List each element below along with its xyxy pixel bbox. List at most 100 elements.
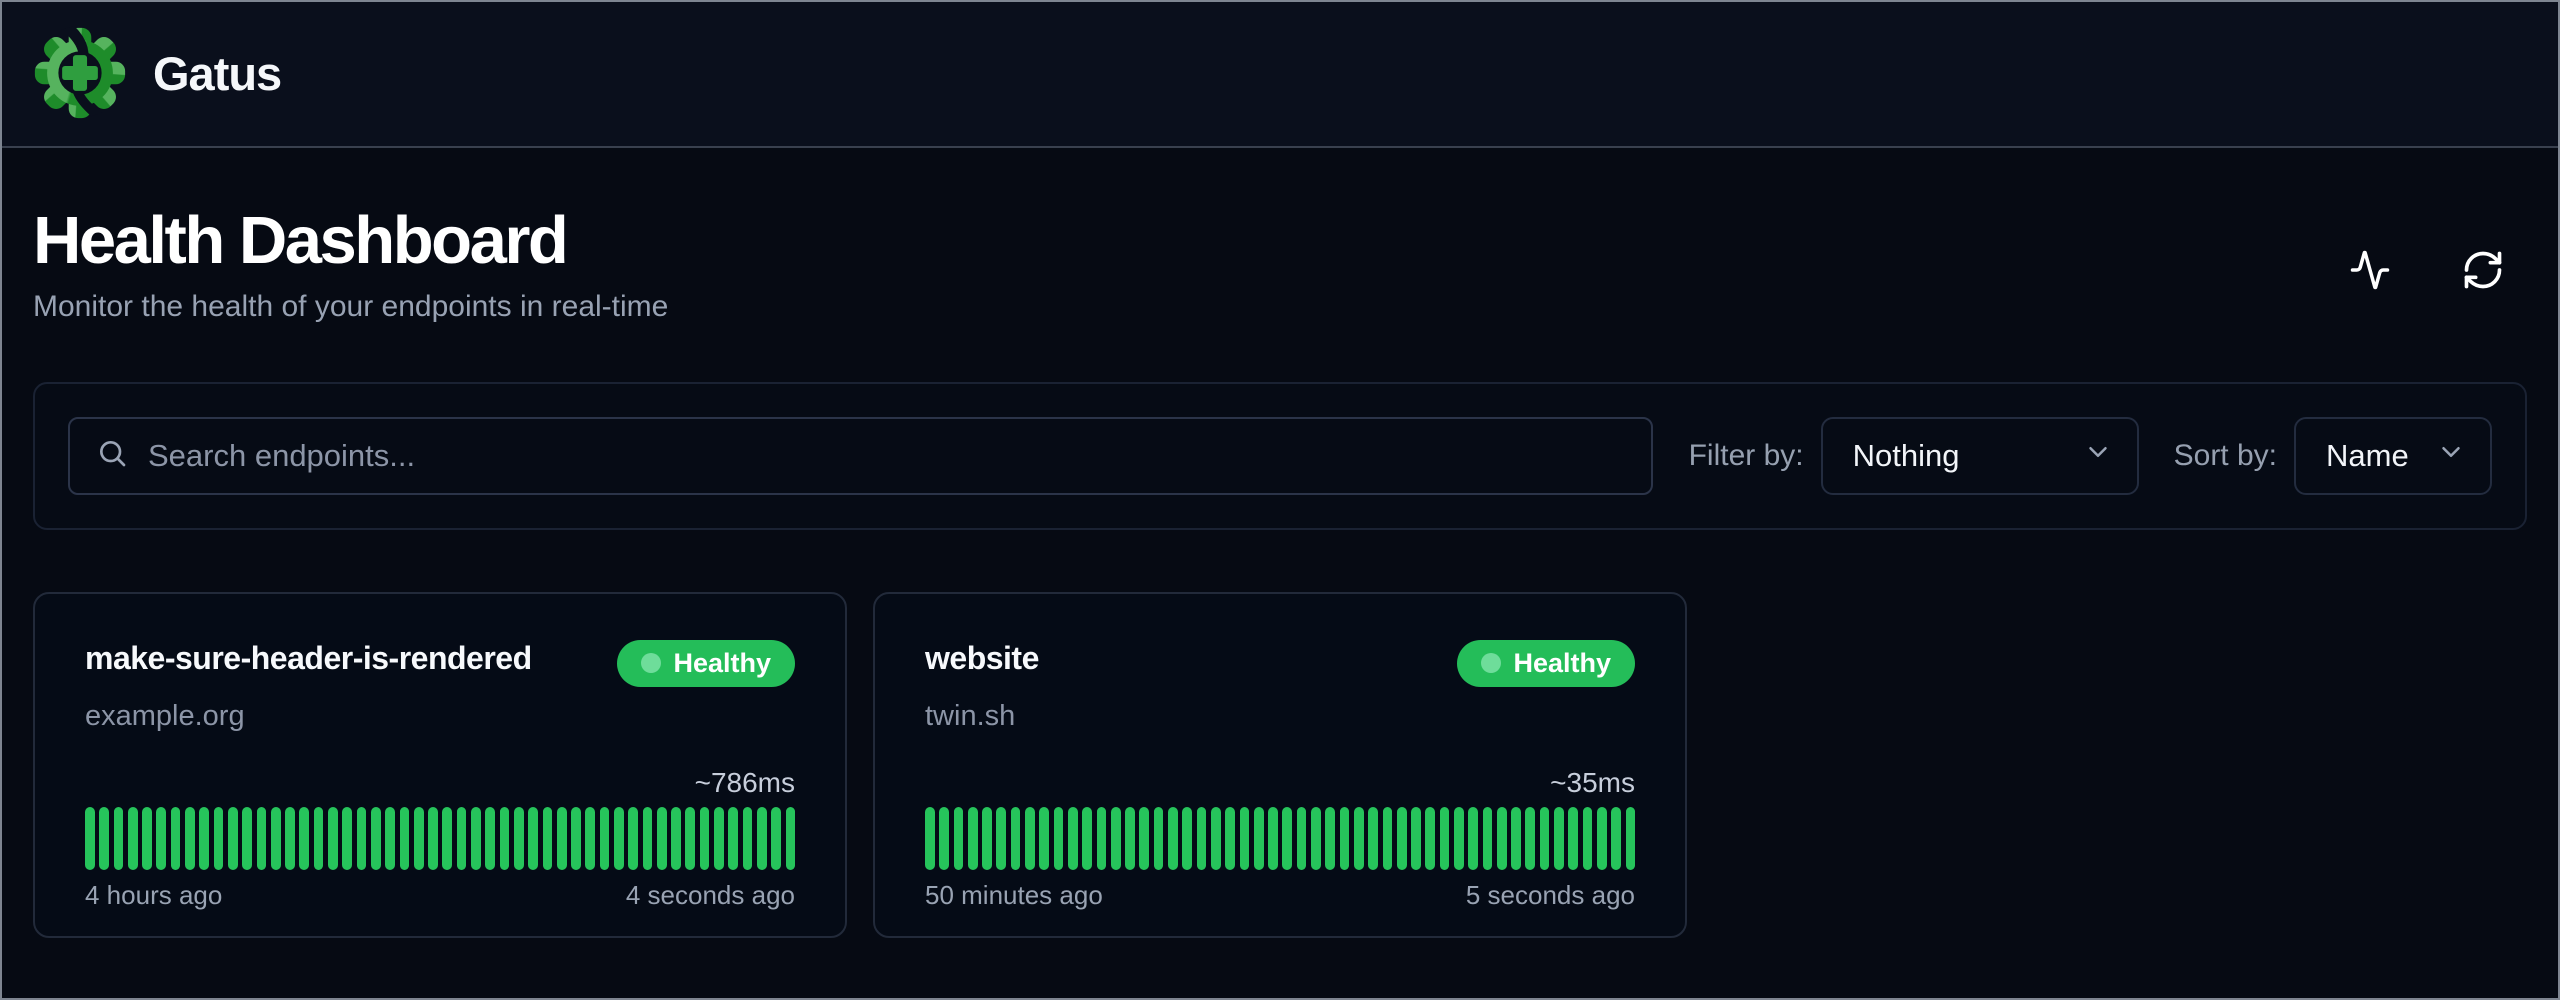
uptime-bar[interactable] <box>442 806 453 870</box>
uptime-bar[interactable] <box>939 806 949 870</box>
uptime-bar[interactable] <box>156 806 167 870</box>
sort-select[interactable]: Name <box>2294 416 2492 495</box>
uptime-bar[interactable] <box>285 806 295 870</box>
gatus-logo[interactable]: Gatus <box>33 26 282 120</box>
uptime-bar[interactable] <box>1225 806 1235 870</box>
uptime-bar[interactable] <box>1453 806 1464 870</box>
uptime-bar[interactable] <box>642 806 653 870</box>
uptime-bar[interactable] <box>742 806 753 870</box>
uptime-bar[interactable] <box>1611 806 1621 870</box>
uptime-bar[interactable] <box>599 806 610 870</box>
uptime-bar[interactable] <box>556 806 567 870</box>
uptime-bar[interactable] <box>328 806 338 870</box>
refresh-icon[interactable] <box>2461 248 2505 292</box>
uptime-bar[interactable] <box>1282 806 1293 870</box>
filter-select[interactable]: Nothing <box>1820 416 2139 495</box>
uptime-bar[interactable] <box>1382 806 1393 870</box>
uptime-bar[interactable] <box>399 806 410 870</box>
uptime-bar[interactable] <box>1339 806 1350 870</box>
uptime-bar[interactable] <box>1596 806 1607 870</box>
uptime-bar[interactable] <box>428 806 438 870</box>
uptime-bar[interactable] <box>1296 806 1307 870</box>
search-box[interactable] <box>68 416 1653 495</box>
uptime-bar[interactable] <box>628 806 638 870</box>
uptime-bar[interactable] <box>1253 806 1264 870</box>
uptime-bar[interactable] <box>1210 806 1221 870</box>
uptime-bar[interactable] <box>456 806 467 870</box>
uptime-bar[interactable] <box>656 806 667 870</box>
uptime-bar[interactable] <box>1182 806 1193 870</box>
uptime-bar[interactable] <box>413 806 424 870</box>
uptime-bar[interactable] <box>1025 806 1035 870</box>
uptime-bar[interactable] <box>542 806 553 870</box>
uptime-bar[interactable] <box>571 806 581 870</box>
uptime-bar[interactable] <box>1368 806 1378 870</box>
uptime-bar[interactable] <box>585 806 596 870</box>
uptime-bar[interactable] <box>1439 806 1450 870</box>
uptime-bar[interactable] <box>785 806 796 870</box>
uptime-bar[interactable] <box>714 806 724 870</box>
endpoint-card[interactable]: website Healthy twin.sh ~35ms 50 minutes… <box>873 591 1687 938</box>
uptime-bar[interactable] <box>1525 806 1536 870</box>
uptime-bar[interactable] <box>1396 806 1407 870</box>
uptime-bar[interactable] <box>99 806 109 870</box>
uptime-bar[interactable] <box>771 806 781 870</box>
uptime-bar[interactable] <box>185 806 195 870</box>
uptime-bar[interactable] <box>342 806 353 870</box>
uptime-bar[interactable] <box>113 806 124 870</box>
uptime-bar[interactable] <box>1010 806 1021 870</box>
uptime-bar[interactable] <box>213 806 224 870</box>
uptime-bar[interactable] <box>1153 806 1164 870</box>
uptime-bar[interactable] <box>227 806 238 870</box>
activity-pulse-icon[interactable] <box>2349 249 2391 291</box>
uptime-bar[interactable] <box>370 806 381 870</box>
uptime-bar[interactable] <box>756 806 767 870</box>
uptime-bar[interactable] <box>1496 806 1507 870</box>
uptime-bar[interactable] <box>471 806 481 870</box>
uptime-bar[interactable] <box>1554 806 1564 870</box>
uptime-bar[interactable] <box>499 806 510 870</box>
uptime-bar[interactable] <box>685 806 696 870</box>
uptime-bar[interactable] <box>242 806 252 870</box>
uptime-bar[interactable] <box>1468 806 1478 870</box>
uptime-bar[interactable] <box>199 806 210 870</box>
uptime-bar[interactable] <box>1239 806 1250 870</box>
search-input[interactable] <box>148 437 1625 474</box>
uptime-bar[interactable] <box>1082 806 1092 870</box>
uptime-bar[interactable] <box>953 806 964 870</box>
uptime-bar[interactable] <box>1110 806 1121 870</box>
uptime-bar[interactable] <box>982 806 992 870</box>
uptime-bar[interactable] <box>385 806 395 870</box>
uptime-bar[interactable] <box>1067 806 1078 870</box>
uptime-bar[interactable] <box>270 806 281 870</box>
uptime-bar[interactable] <box>1311 806 1321 870</box>
uptime-bar[interactable] <box>1139 806 1150 870</box>
uptime-bar[interactable] <box>513 806 524 870</box>
uptime-bar[interactable] <box>1125 806 1135 870</box>
uptime-bar[interactable] <box>728 806 739 870</box>
uptime-bar[interactable] <box>1053 806 1064 870</box>
uptime-bar[interactable] <box>1096 806 1107 870</box>
uptime-bar[interactable] <box>1411 806 1421 870</box>
uptime-bar[interactable] <box>313 806 324 870</box>
uptime-bar[interactable] <box>613 806 624 870</box>
uptime-bar[interactable] <box>356 806 367 870</box>
uptime-bar[interactable] <box>1196 806 1207 870</box>
uptime-bar[interactable] <box>85 806 95 870</box>
uptime-bar[interactable] <box>485 806 496 870</box>
uptime-bar[interactable] <box>699 806 710 870</box>
uptime-bar[interactable] <box>1325 806 1336 870</box>
uptime-bar[interactable] <box>671 806 681 870</box>
uptime-bar[interactable] <box>299 806 310 870</box>
uptime-bar[interactable] <box>1511 806 1521 870</box>
uptime-bar[interactable] <box>1582 806 1593 870</box>
uptime-bar[interactable] <box>256 806 267 870</box>
uptime-bar[interactable] <box>996 806 1007 870</box>
uptime-bar[interactable] <box>1425 806 1436 870</box>
uptime-bar[interactable] <box>1353 806 1364 870</box>
uptime-bar[interactable] <box>170 806 181 870</box>
uptime-bar[interactable] <box>925 806 935 870</box>
uptime-bar[interactable] <box>1568 806 1579 870</box>
uptime-bar[interactable] <box>1039 806 1050 870</box>
uptime-bar[interactable] <box>967 806 978 870</box>
